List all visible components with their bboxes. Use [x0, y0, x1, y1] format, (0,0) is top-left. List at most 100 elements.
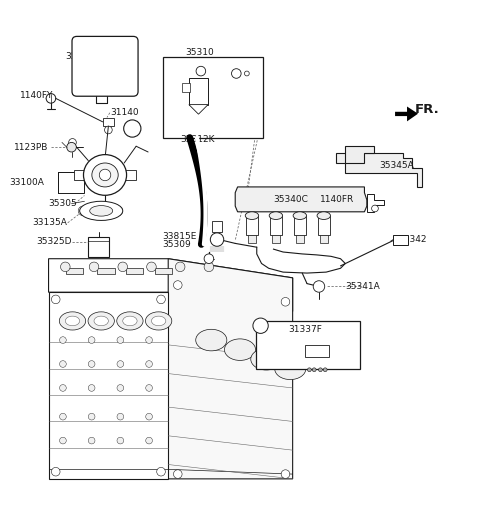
Circle shape [118, 262, 128, 271]
Circle shape [372, 205, 378, 212]
Circle shape [323, 368, 327, 372]
Text: FR.: FR. [415, 103, 440, 116]
Circle shape [88, 360, 95, 367]
Bar [163, 57, 263, 138]
Circle shape [281, 297, 290, 306]
Circle shape [117, 360, 124, 367]
Ellipse shape [65, 316, 80, 326]
Circle shape [124, 120, 141, 137]
Circle shape [175, 262, 185, 271]
Circle shape [46, 94, 56, 103]
Circle shape [244, 71, 249, 76]
Polygon shape [367, 194, 384, 212]
Bar [182, 83, 191, 92]
Circle shape [89, 262, 99, 271]
Ellipse shape [90, 206, 113, 216]
Text: 33815E: 33815E [162, 232, 197, 241]
Circle shape [88, 337, 95, 344]
Text: 35340A: 35340A [65, 52, 100, 61]
Circle shape [231, 69, 241, 79]
Bar [97, 268, 115, 274]
Circle shape [157, 467, 165, 476]
Polygon shape [336, 153, 422, 187]
Text: 33100A: 33100A [9, 178, 44, 187]
Bar [58, 172, 84, 193]
Text: 1123PB: 1123PB [14, 143, 48, 152]
Circle shape [146, 437, 153, 444]
Ellipse shape [225, 339, 255, 360]
Circle shape [117, 413, 124, 420]
Circle shape [146, 337, 153, 344]
Text: 35305: 35305 [48, 199, 77, 208]
Circle shape [113, 206, 123, 216]
Ellipse shape [293, 212, 307, 219]
Bar [248, 235, 256, 243]
Bar [246, 216, 258, 235]
Circle shape [51, 467, 60, 476]
Circle shape [204, 262, 214, 271]
Text: 31337F: 31337F [288, 325, 322, 334]
Polygon shape [189, 104, 208, 114]
Polygon shape [235, 187, 367, 212]
Text: 35342: 35342 [398, 235, 426, 244]
Bar [189, 79, 208, 104]
FancyBboxPatch shape [72, 36, 138, 96]
Circle shape [51, 295, 60, 304]
Bar [272, 235, 280, 243]
Circle shape [117, 437, 124, 444]
Circle shape [60, 337, 66, 344]
Bar [256, 321, 360, 369]
Text: 35310: 35310 [185, 48, 214, 57]
Circle shape [60, 360, 66, 367]
Circle shape [312, 368, 316, 372]
Text: a: a [130, 124, 135, 133]
Bar [88, 237, 109, 257]
Circle shape [128, 172, 135, 178]
Circle shape [319, 368, 323, 372]
Bar [103, 118, 114, 126]
Text: 1140FY: 1140FY [20, 91, 53, 100]
Polygon shape [48, 292, 168, 479]
Ellipse shape [88, 312, 114, 330]
Ellipse shape [152, 316, 166, 326]
Circle shape [117, 337, 124, 344]
Polygon shape [345, 146, 374, 163]
Polygon shape [48, 259, 293, 311]
Text: 35312K: 35312K [180, 134, 215, 143]
Polygon shape [168, 259, 293, 479]
Ellipse shape [245, 212, 259, 219]
Circle shape [60, 262, 70, 271]
Circle shape [88, 437, 95, 444]
Text: 33135A: 33135A [32, 218, 67, 227]
Circle shape [173, 470, 182, 479]
Polygon shape [395, 106, 418, 121]
Text: 35345A: 35345A [379, 161, 414, 170]
Ellipse shape [92, 163, 118, 187]
Circle shape [281, 470, 290, 479]
Circle shape [105, 126, 112, 134]
Ellipse shape [196, 329, 227, 351]
Bar [66, 268, 84, 274]
Text: a: a [258, 321, 263, 330]
Circle shape [60, 413, 66, 420]
Circle shape [75, 172, 82, 178]
Circle shape [99, 169, 111, 181]
Circle shape [173, 281, 182, 289]
Bar [270, 216, 282, 235]
Text: 35325D: 35325D [36, 238, 72, 247]
Bar [393, 235, 408, 245]
Circle shape [146, 413, 153, 420]
Circle shape [157, 295, 165, 304]
Bar [320, 235, 327, 243]
Text: 35340C: 35340C [274, 196, 308, 204]
Ellipse shape [80, 201, 123, 220]
Circle shape [210, 233, 224, 246]
Circle shape [147, 262, 156, 271]
Circle shape [313, 281, 324, 292]
Circle shape [60, 437, 66, 444]
Circle shape [308, 368, 312, 372]
Ellipse shape [317, 212, 330, 219]
Ellipse shape [123, 316, 137, 326]
Text: 31140: 31140 [111, 108, 139, 117]
Circle shape [67, 142, 76, 152]
